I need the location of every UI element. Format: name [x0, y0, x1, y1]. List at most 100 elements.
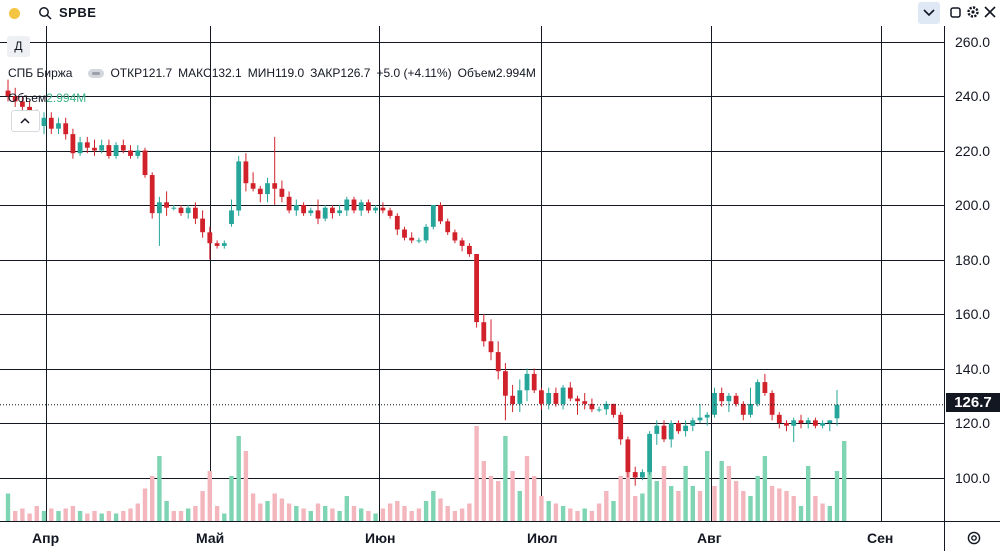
- candle-body: [135, 150, 141, 156]
- volume-bar: [827, 506, 832, 521]
- low-value: 119.0: [275, 66, 305, 80]
- candle-body: [84, 142, 90, 148]
- volume-bar: [77, 511, 83, 521]
- candle-body: [625, 439, 631, 473]
- volume-bar: [582, 508, 587, 521]
- candle-body: [603, 403, 609, 410]
- settings-icon[interactable]: [966, 530, 982, 546]
- candle-body: [416, 240, 422, 242]
- x-tick-label: Май: [196, 530, 225, 546]
- volume-bar: [784, 491, 789, 521]
- volume-bar: [618, 476, 623, 521]
- chevron-down-icon: [923, 9, 935, 17]
- volume-bar: [214, 506, 220, 521]
- volume-bar: [222, 513, 227, 521]
- close-label: ЗАКР: [310, 66, 341, 80]
- volume-bar: [128, 508, 133, 521]
- volume-bar: [337, 511, 342, 521]
- candle-body: [250, 183, 256, 189]
- candle-body: [762, 382, 768, 393]
- volume-bar: [330, 508, 335, 521]
- candle-body: [733, 395, 739, 404]
- volume-bar: [488, 476, 494, 521]
- volume-bar: [438, 498, 443, 521]
- volume-bar: [315, 503, 321, 521]
- candle-body: [322, 207, 328, 219]
- candle-body: [712, 393, 717, 415]
- volume-bar: [589, 511, 595, 521]
- dropdown-button[interactable]: [918, 2, 940, 24]
- search-icon[interactable]: [38, 6, 52, 20]
- high-value: 132.1: [211, 66, 242, 80]
- candle-body: [221, 243, 227, 246]
- last-price-tag: 126.7: [946, 393, 1000, 412]
- volume-bar: [748, 496, 753, 521]
- candle-body: [380, 207, 386, 211]
- volume-bar: [193, 506, 198, 521]
- volume-value: 2.994M: [495, 66, 536, 80]
- volume-bar: [113, 513, 119, 521]
- volume-pane-label: Объем: [8, 91, 47, 105]
- y-tick-label: 120.0: [955, 414, 991, 431]
- candle-body: [589, 403, 595, 410]
- volume-bar: [49, 508, 54, 521]
- candle-body: [488, 341, 494, 353]
- volume-bar: [380, 508, 386, 521]
- candle-body: [409, 237, 415, 241]
- volume-bar: [366, 511, 371, 521]
- candle-body: [149, 175, 155, 214]
- volume-bar: [294, 506, 299, 521]
- top-toolbar: SPBE: [0, 0, 1000, 26]
- volume-bar: [842, 441, 847, 521]
- ohlc-legend: СПБ Биржа ОТКР121.7 МАКС132.1 МИН119.0 ЗАКР1…: [8, 66, 542, 80]
- y-tick-label: 200.0: [955, 196, 991, 213]
- volume-bar: [532, 476, 537, 521]
- candle-body: [827, 420, 833, 423]
- x-tick-label: Авг: [697, 530, 722, 546]
- candle-body: [423, 226, 429, 241]
- volume-bar: [503, 436, 508, 521]
- visibility-toggle-icon[interactable]: [88, 69, 105, 79]
- candle-body: [560, 387, 566, 404]
- volume-bar: [697, 491, 703, 521]
- volume-bar: [27, 513, 32, 521]
- close-icon[interactable]: [984, 6, 996, 18]
- candle-body: [279, 188, 285, 197]
- candle-body: [373, 207, 378, 211]
- candle-body: [820, 423, 825, 426]
- candle-body: [207, 232, 213, 244]
- volume-bar: [63, 508, 68, 521]
- gear-icon[interactable]: [966, 5, 980, 19]
- candle-body: [286, 196, 292, 211]
- volume-bar: [200, 491, 205, 521]
- candle-body: [394, 215, 400, 230]
- candle-body: [611, 403, 616, 415]
- volume-bar: [741, 491, 746, 521]
- volume-bar: [301, 508, 306, 521]
- candle-body: [178, 207, 184, 214]
- y-tick-label: 260.0: [955, 33, 991, 50]
- collapse-legend-button[interactable]: [11, 110, 40, 132]
- volume-bar: [467, 503, 472, 521]
- maximize-icon[interactable]: [950, 7, 961, 18]
- symbol-input[interactable]: SPBE: [59, 5, 97, 20]
- candle-body: [726, 395, 732, 402]
- volume-bar: [640, 493, 645, 521]
- candle-body: [553, 393, 559, 404]
- candle-body: [63, 123, 69, 135]
- volume-bar: [676, 491, 681, 521]
- volume-bar: [762, 456, 768, 521]
- period-button[interactable]: Д: [7, 36, 30, 57]
- volume-bar: [474, 426, 479, 521]
- volume-bar: [34, 506, 39, 521]
- volume-bar: [726, 466, 732, 521]
- y-tick-label: 240.0: [955, 87, 991, 104]
- volume-bar: [279, 498, 285, 521]
- candle-body: [337, 210, 342, 214]
- candle-body: [524, 373, 530, 391]
- y-tick-label: 140.0: [955, 360, 991, 377]
- y-tick-label: 180.0: [955, 251, 991, 268]
- volume-bar: [56, 511, 61, 521]
- volume-bar: [445, 506, 450, 521]
